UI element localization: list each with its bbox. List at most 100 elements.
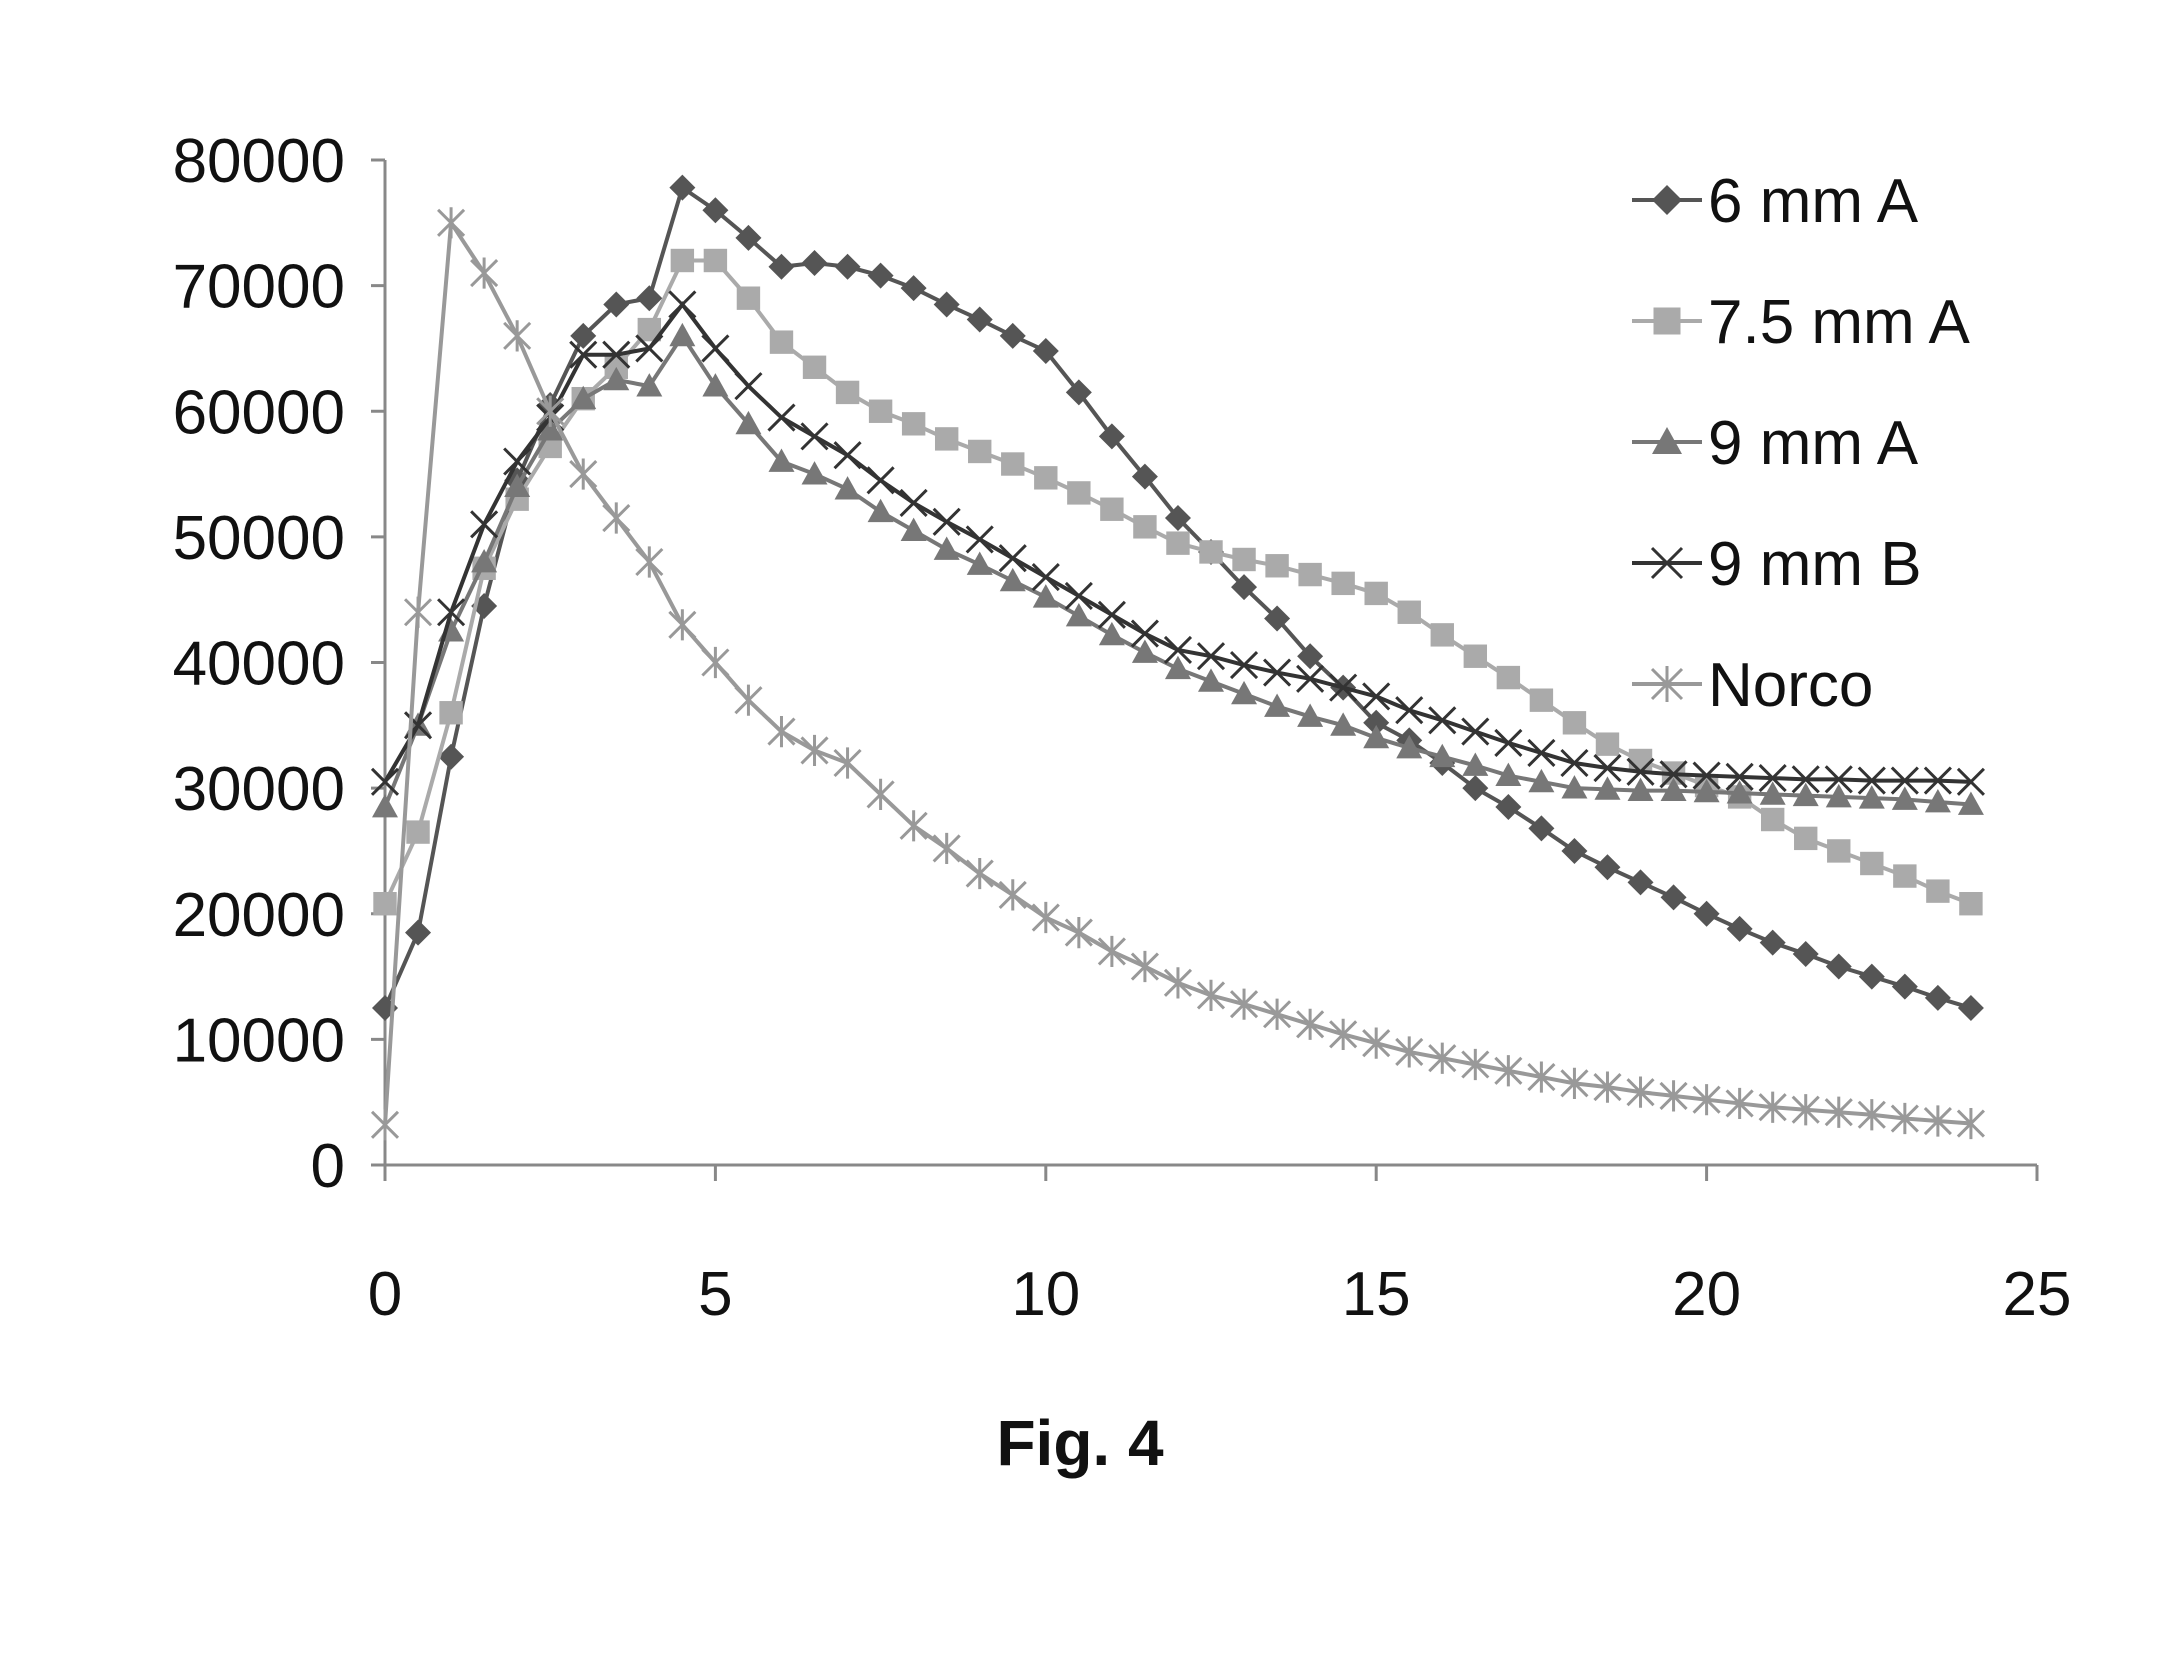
legend-label: Norco	[1708, 651, 1873, 720]
data-point-x	[1000, 545, 1026, 571]
y-tick-label: 50000	[173, 504, 345, 573]
data-point-square	[902, 412, 925, 435]
data-point-star	[868, 779, 894, 810]
data-point-square	[1893, 864, 1916, 887]
data-point-diamond	[1661, 884, 1687, 910]
data-point-triangle	[868, 499, 894, 522]
data-point-diamond	[1628, 869, 1654, 895]
data-point-square	[439, 701, 462, 724]
data-point-diamond	[1528, 815, 1554, 841]
data-point-square	[1067, 481, 1090, 504]
data-point-square	[1596, 732, 1619, 755]
data-point-diamond	[1859, 964, 1885, 990]
data-point-diamond	[1925, 985, 1951, 1011]
legend: 6 mm A7.5 mm A9 mm A9 mm BNorco	[1632, 167, 1971, 720]
data-point-square	[1860, 852, 1883, 875]
data-point-diamond	[835, 254, 861, 280]
data-point-diamond	[802, 250, 828, 276]
data-point-square	[1431, 623, 1454, 646]
data-point-square	[704, 249, 727, 272]
data-point-star	[901, 810, 927, 841]
data-point-square	[836, 381, 859, 404]
data-point-star	[768, 716, 794, 747]
data-point-star	[1099, 936, 1125, 967]
x-tick-label: 25	[2003, 1260, 2072, 1329]
data-point-square	[1133, 515, 1156, 538]
data-point-x	[1462, 719, 1488, 745]
x-tick-label: 10	[1011, 1260, 1080, 1329]
data-point-star	[537, 396, 563, 427]
data-point-square	[1331, 572, 1354, 595]
figure-caption: Fig. 4	[996, 1407, 1164, 1479]
y-ticks: 0100002000030000400005000060000700008000…	[173, 127, 385, 1201]
data-point-star	[504, 320, 530, 351]
data-point-square	[1265, 554, 1288, 577]
data-point-star	[1297, 1009, 1323, 1040]
data-point-x	[934, 509, 960, 535]
data-point-square	[1365, 582, 1388, 605]
data-point-square	[1761, 808, 1784, 831]
data-point-x	[702, 335, 728, 361]
legend-label: 6 mm A	[1708, 167, 1919, 236]
data-point-x	[735, 373, 761, 399]
x-tick-label: 20	[1672, 1260, 1741, 1329]
data-point-diamond	[669, 175, 695, 201]
data-point-x	[835, 442, 861, 468]
data-point-triangle	[1000, 568, 1026, 591]
legend-label: 9 mm A	[1708, 409, 1919, 478]
y-tick-label: 40000	[173, 630, 345, 699]
data-point-star	[1033, 902, 1059, 933]
y-tick-label: 60000	[173, 378, 345, 447]
data-point-star	[570, 458, 596, 489]
data-point-x	[1363, 683, 1389, 709]
data-point-square	[1001, 452, 1024, 475]
legend-item: Norco	[1632, 651, 1873, 720]
data-point-x	[768, 405, 794, 431]
data-point-star	[636, 546, 662, 577]
data-point-square	[935, 427, 958, 450]
data-point-triangle	[967, 552, 993, 575]
data-point-star	[967, 858, 993, 889]
data-point-triangle	[669, 323, 695, 346]
data-point-square	[1398, 601, 1421, 624]
data-point-square	[869, 400, 892, 423]
data-point-square	[671, 249, 694, 272]
data-point-x	[1429, 707, 1455, 733]
data-point-star	[934, 833, 960, 864]
data-point-diamond	[1826, 954, 1852, 980]
data-point-star	[802, 735, 828, 766]
data-point-x	[1528, 740, 1554, 766]
data-point-square	[803, 356, 826, 379]
data-point-square	[1530, 688, 1553, 711]
data-point-square	[1959, 892, 1982, 915]
data-point-square	[1497, 666, 1520, 689]
data-point-diamond	[405, 920, 431, 946]
data-point-square	[968, 440, 991, 463]
y-tick-label: 0	[311, 1132, 345, 1201]
data-point-diamond	[901, 275, 927, 301]
data-point-star	[669, 609, 695, 640]
data-point-diamond	[1000, 323, 1026, 349]
data-point-star	[471, 257, 497, 288]
data-point-x	[471, 511, 497, 537]
data-point-star	[735, 685, 761, 716]
data-point-diamond	[868, 263, 894, 289]
data-point-star	[1066, 917, 1092, 948]
data-point-triangle	[1198, 668, 1224, 691]
data-point-x	[1495, 730, 1521, 756]
data-point-triangle	[1231, 681, 1257, 704]
legend-label: 9 mm B	[1708, 530, 1922, 599]
data-point-square	[1654, 308, 1681, 335]
data-point-triangle	[1264, 693, 1290, 716]
data-point-star	[1000, 879, 1026, 910]
data-point-triangle	[934, 536, 960, 559]
data-point-star	[372, 1109, 398, 1140]
data-point-x	[868, 467, 894, 493]
x-tick-label: 0	[368, 1260, 402, 1329]
data-point-diamond	[1760, 930, 1786, 956]
data-point-diamond	[934, 291, 960, 317]
data-point-x	[802, 423, 828, 449]
data-point-square	[1166, 531, 1189, 554]
data-point-square	[1199, 540, 1222, 563]
data-point-diamond	[1958, 995, 1984, 1021]
